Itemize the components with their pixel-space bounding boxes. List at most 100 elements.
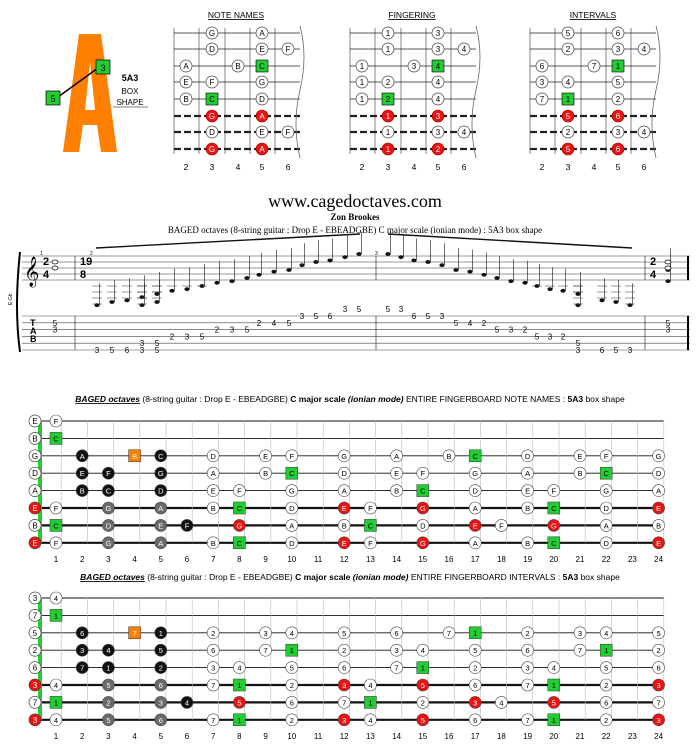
fingerboard-note-circle <box>599 626 613 640</box>
diagram-tonic-marker <box>561 92 575 106</box>
fingerboard-note-label: G <box>105 539 111 548</box>
fingerboard-note-label: 1 <box>473 629 477 638</box>
fingerboard-note-label: 5 <box>237 698 241 707</box>
note-head <box>613 300 619 304</box>
fingerboard-note-circle <box>390 661 403 674</box>
fingerboard-note-square <box>547 713 561 727</box>
fingerboard-note-square <box>49 519 63 532</box>
fingerboard-note-label: 4 <box>54 594 58 603</box>
fingerboard-note-circle <box>521 678 534 692</box>
fingerboard-note-label: 4 <box>185 698 189 707</box>
diagram-note-marker <box>179 75 193 89</box>
fingerboard-note-circle <box>337 643 351 657</box>
diagram-note-marker <box>281 42 295 56</box>
fingerboard-note-label: F <box>106 469 111 478</box>
fingerboard-note-label: 2 <box>159 664 163 673</box>
diagram-note-marker <box>255 92 269 106</box>
fingerboard-note-label: 2 <box>290 716 294 725</box>
diagram-note-marker <box>611 42 625 56</box>
fingerboard-note-label: 5 <box>159 646 163 655</box>
fingerboard-note-label: 7 <box>342 698 346 707</box>
fingerboard-note-label: 6 <box>526 646 530 655</box>
note-head <box>169 288 175 293</box>
fingerboard-fret-number: 15 <box>418 555 427 564</box>
diagram-marker-label: 3 <box>412 62 417 71</box>
fingerboard-note-square <box>285 466 299 480</box>
fingerboard-note-label: 5 <box>290 664 294 673</box>
fingerboard-note-label: 1 <box>290 646 294 655</box>
fingerboard-fret-number: 7 <box>211 555 216 564</box>
fingerboard-note-circle <box>154 713 168 727</box>
fingerboard-note-circle <box>180 519 194 532</box>
fingerboard-fret-number: 6 <box>185 555 190 564</box>
fingerboard-title-note-names: BAGED octaves (8-string guitar : Drop E … <box>75 394 625 404</box>
fingerboard-note-circle <box>652 536 665 550</box>
note-head <box>665 279 671 284</box>
diagram-marker-label: 2 <box>386 78 391 87</box>
tab-fret-number: 5 <box>53 319 58 328</box>
note-head <box>229 279 235 284</box>
fingerboard-note-label: 7 <box>526 716 530 725</box>
fingerboard-note-circle <box>468 678 482 692</box>
open-string-label: 3 <box>33 716 38 725</box>
fingerboard-note-label: C <box>551 504 557 513</box>
diagram-marker-label: G <box>209 145 215 154</box>
fingerboard-note-label: A <box>604 521 609 530</box>
fingerboard-note-circle <box>233 661 246 674</box>
tab-fret-number: 5 <box>386 305 391 314</box>
fingerboard-note-label: 3 <box>211 664 215 673</box>
diagram-marker-label: 4 <box>462 45 467 54</box>
tab-fret-number: 5 <box>535 332 540 341</box>
tab-fret-number: 3 <box>230 326 235 335</box>
fingerboard-fret-number: 3 <box>106 555 111 564</box>
fingerboard-note-square <box>364 519 377 532</box>
diagram-note-marker <box>535 75 549 89</box>
diagram-title-fingering: FINGERING <box>388 10 435 20</box>
fingerboard-note-label: 4 <box>290 629 294 638</box>
system-brace <box>16 251 21 353</box>
fingerboard-note-label: 6 <box>473 716 477 725</box>
fingerboard-note-label: B <box>656 521 661 530</box>
fingerboard-fret-number: 8 <box>237 732 242 741</box>
diagram-fret-number: 4 <box>592 162 597 172</box>
shape-label: SHAPE <box>116 98 143 107</box>
diagram-tonic-marker <box>611 59 625 73</box>
diagram-marker-label: 1 <box>386 112 391 121</box>
fingerboard-note-label: G <box>289 487 295 496</box>
diagram-marker-label: 6 <box>616 145 621 154</box>
fingerboard-note-circle <box>337 536 351 550</box>
fingerboard-note-label: B <box>394 487 399 496</box>
fingerboard-note-circle <box>154 519 168 532</box>
fingerboard-note-label: 7 <box>395 664 399 673</box>
beam-ascending <box>95 233 361 249</box>
diagram-edge <box>651 25 661 159</box>
logo-marker-3 <box>95 59 111 75</box>
fingerboard-note-label: 2 <box>421 698 425 707</box>
note-head <box>494 276 500 280</box>
fingerboard-note-circle <box>206 449 220 463</box>
diagram-root-marker <box>255 109 269 123</box>
fingerboard-fret-number: 21 <box>576 732 585 741</box>
fingerboard-note-label: F <box>290 452 295 461</box>
fingerboard-note-circle <box>599 696 613 709</box>
diagram-fret-number: 4 <box>412 162 417 172</box>
open-string-marker <box>28 696 42 709</box>
diagram-note-marker <box>561 26 575 40</box>
diagram-marker-label: 4 <box>436 95 441 104</box>
fingerboard-note-label: E <box>263 452 268 461</box>
fingerboard-note-label: G <box>603 487 609 496</box>
time-sig-mid-top: 19 <box>80 256 92 268</box>
diagram-marker-label: A <box>259 145 265 154</box>
fingerboard-note-label: B <box>525 539 530 548</box>
diagram-note-marker <box>535 92 549 106</box>
open-string-label: 3 <box>33 594 38 603</box>
diagram-marker-label: 3 <box>436 45 441 54</box>
fingerboard-note-label: G <box>656 452 662 461</box>
fingerboard-note-circle <box>285 519 299 532</box>
fingerboard-note-square <box>547 536 561 550</box>
diagram-note-marker <box>381 26 395 40</box>
fingerboard-note-circle <box>285 696 299 709</box>
tab-fret-number: 5 <box>155 339 160 348</box>
fingerboard-note-circle <box>416 536 430 550</box>
fb1-title-shape: 5A3 <box>568 394 584 404</box>
